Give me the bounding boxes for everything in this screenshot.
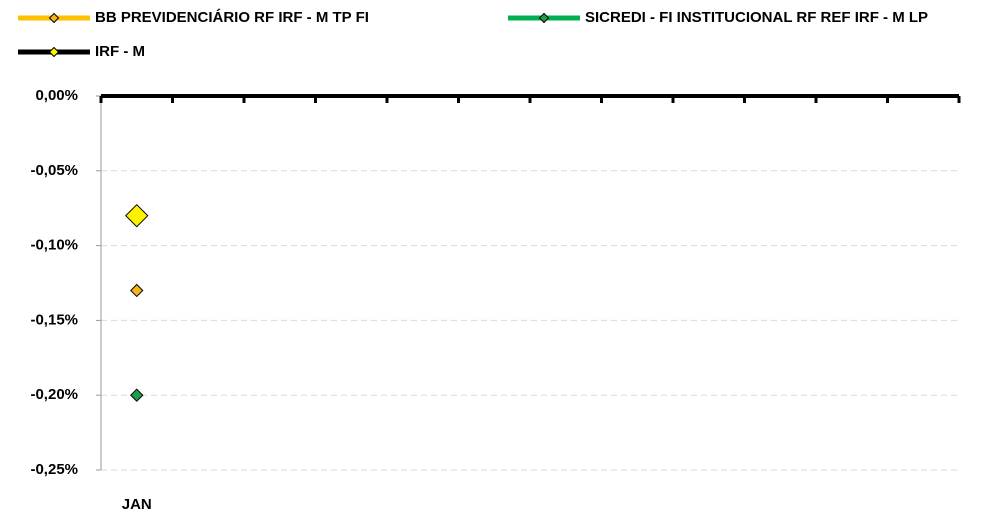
data-point — [130, 388, 144, 402]
legend-marker — [538, 12, 550, 24]
legend-label: BB PREVIDENCIÁRIO RF IRF - M TP FI — [95, 9, 369, 26]
y-tick-label: -0,05% — [30, 162, 78, 179]
data-point — [130, 283, 144, 298]
y-tick-label: -0,20% — [30, 386, 78, 403]
y-tick-label: 0,00% — [35, 87, 78, 104]
y-tick-label: -0,10% — [30, 237, 78, 254]
y-tick-label: -0,15% — [30, 311, 78, 328]
legend-label: IRF - M — [95, 43, 145, 60]
data-point — [125, 203, 149, 228]
y-tick-label: -0,25% — [30, 461, 78, 478]
x-tick-label: JAN — [122, 496, 152, 513]
legend-label: SICREDI - FI INSTITUCIONAL RF REF IRF - … — [585, 9, 928, 26]
legend-marker — [48, 12, 60, 24]
legend-marker — [48, 46, 60, 58]
